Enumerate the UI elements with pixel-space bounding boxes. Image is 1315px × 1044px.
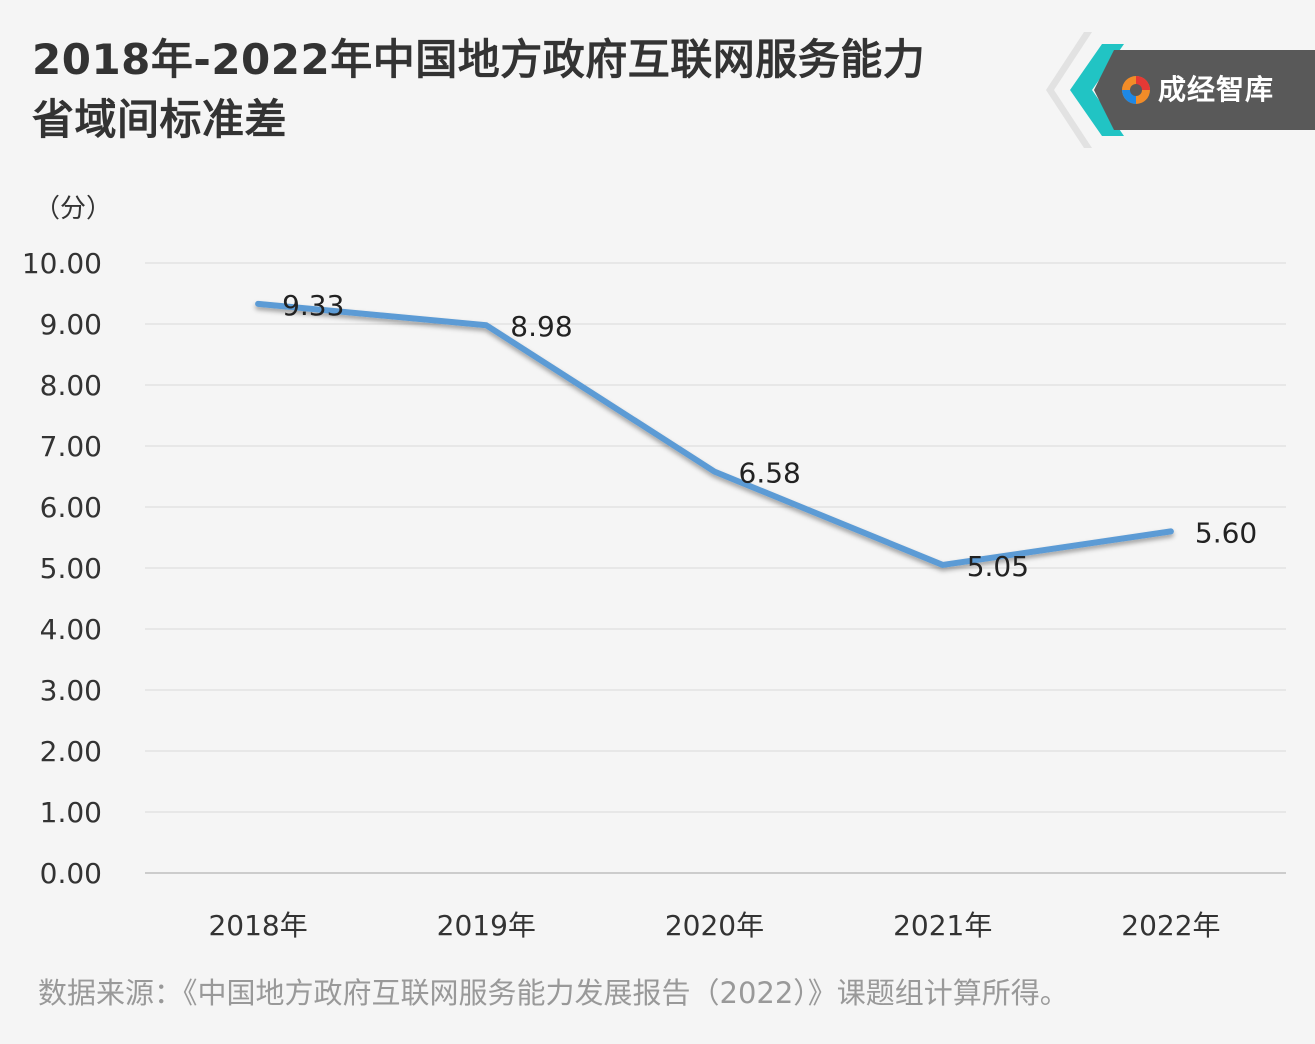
data-label: 5.05 (967, 550, 1029, 583)
data-label: 6.58 (739, 457, 801, 490)
y-tick-label: 7.00 (40, 430, 102, 463)
x-tick-label: 2019年 (437, 909, 536, 942)
data-label: 8.98 (510, 310, 572, 343)
y-tick-label: 3.00 (40, 674, 102, 707)
data-point (941, 563, 944, 566)
data-point (257, 302, 260, 305)
y-tick-label: 4.00 (40, 613, 102, 646)
logo-text: 成经智库 (1158, 73, 1275, 106)
y-tick-label: 2.00 (40, 735, 102, 768)
data-point (485, 324, 488, 327)
x-tick-label: 2022年 (1121, 909, 1220, 942)
data-label: 5.60 (1195, 516, 1257, 549)
y-tick-label: 8.00 (40, 369, 102, 402)
y-tick-label: 0.00 (40, 857, 102, 890)
y-axis-unit: （分） (34, 194, 113, 224)
x-tick-label: 2021年 (893, 909, 992, 942)
series-line (255, 300, 1174, 568)
y-tick-label: 1.00 (40, 796, 102, 829)
y-tick-label: 9.00 (40, 308, 102, 341)
data-label: 9.33 (282, 289, 344, 322)
x-tick-label: 2020年 (665, 909, 764, 942)
data-point (713, 470, 716, 473)
data-source-note: 数据来源：《中国地方政府互联网服务能力发展报告（2022）》课题组计算所得。 (38, 976, 1069, 1010)
title-line-1: 2018年-2022年中国地方政府互联网服务能力 (32, 35, 926, 84)
title-line-2: 省域间标准差 (32, 95, 288, 144)
data-point (1169, 530, 1172, 533)
x-tick-label: 2018年 (208, 909, 307, 942)
chart-title: 2018年-2022年中国地方政府互联网服务能力 省域间标准差 (32, 30, 925, 150)
logo-chevron-icon (1046, 32, 1315, 148)
y-tick-label: 6.00 (40, 491, 102, 524)
brand-logo: 成经智库 (1040, 30, 1315, 150)
y-tick-label: 10.00 (22, 247, 102, 280)
y-tick-label: 5.00 (40, 552, 102, 585)
